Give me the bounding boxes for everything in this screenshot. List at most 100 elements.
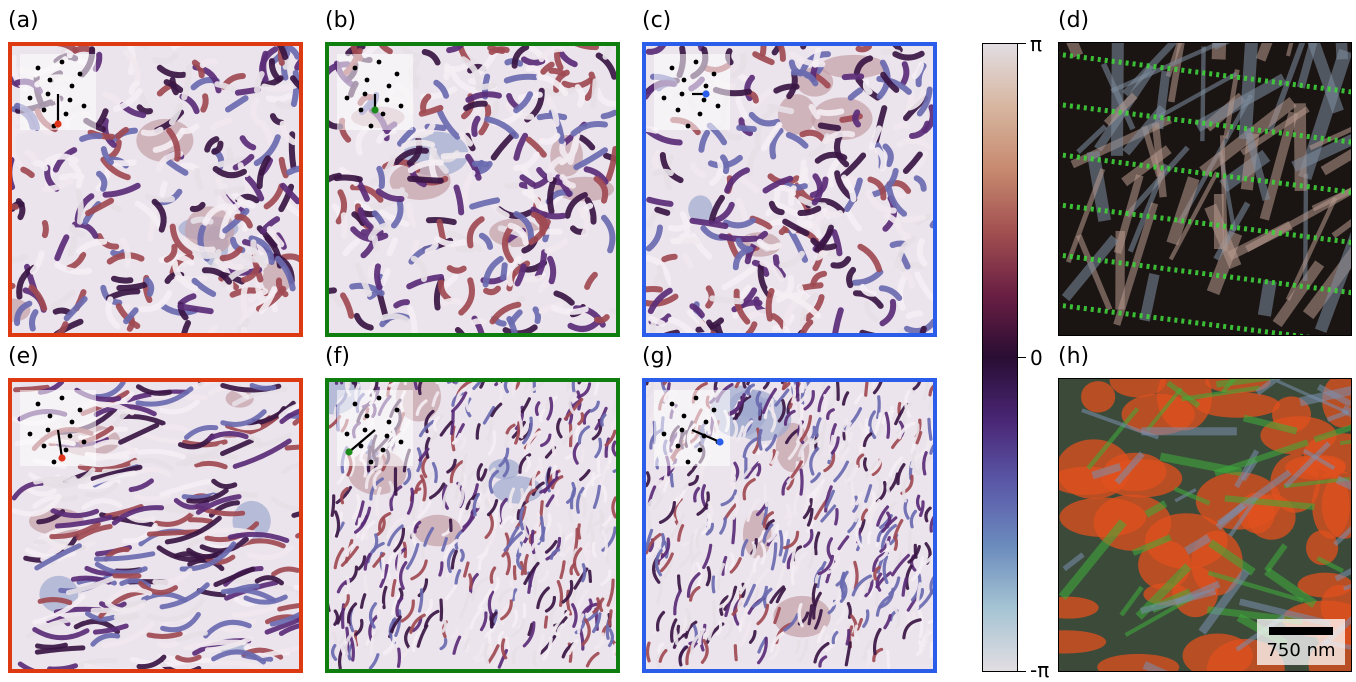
phase-map-e [8, 378, 303, 673]
lattice-dot [359, 108, 364, 113]
lattice-dot [42, 108, 47, 113]
lattice-dot [387, 84, 392, 89]
panel-label-b: (b) [325, 10, 356, 32]
lattice-dot [48, 414, 53, 419]
lattice-dot [694, 396, 699, 401]
panel-label-f: (f) [325, 346, 350, 368]
lattice-dot [395, 72, 400, 77]
colorbar-tick-mid [1018, 357, 1026, 358]
lattice-dot [686, 460, 691, 465]
lattice-dot [670, 66, 675, 71]
lattice-dot [662, 432, 667, 437]
lattice-dot [82, 440, 87, 445]
wavevector-line [58, 430, 62, 458]
lattice-dot [712, 408, 717, 413]
lattice-dot [712, 72, 717, 77]
panel-label-h: (h) [1058, 346, 1089, 368]
lattice-dot [363, 428, 368, 433]
panel-label-g: (g) [642, 346, 673, 368]
lattice-dot [670, 402, 675, 407]
lattice-dot [662, 96, 667, 101]
colorbar-tick-bottom [1018, 671, 1026, 672]
lattice-dot [365, 414, 370, 419]
lattice-dot [680, 92, 685, 97]
lattice-dot [387, 420, 392, 425]
phase-map-c [642, 42, 937, 337]
fft-inset [20, 54, 96, 130]
lattice-dot [704, 420, 709, 425]
lattice-dot [68, 434, 73, 439]
lattice-dot [70, 420, 75, 425]
wavevector-dot [54, 120, 61, 127]
wavevector-dot [58, 454, 65, 461]
lattice-dot [42, 444, 47, 449]
lattice-dot [395, 408, 400, 413]
colorbar-label-minus-pi: -π [1030, 660, 1049, 680]
lattice-dot [82, 104, 87, 109]
lattice-dot [377, 396, 382, 401]
lattice-dot [64, 112, 69, 117]
lattice-dot [68, 98, 73, 103]
lattice-dot [60, 60, 65, 65]
scale-bar: 750 nm [1257, 619, 1345, 665]
lattice-dot [345, 432, 350, 437]
phase-map-a [8, 42, 303, 337]
lattice-dot [365, 78, 370, 83]
lattice-dot [399, 104, 404, 109]
lattice-dot [48, 78, 53, 83]
panel-label-d: (d) [1058, 10, 1089, 32]
lattice-dot [399, 440, 404, 445]
phase-colorbar [982, 43, 1018, 672]
wavevector-line [349, 430, 375, 452]
lattice-dot [381, 448, 386, 453]
fft-inset [654, 390, 730, 466]
fft-inset [20, 390, 96, 466]
lattice-dot [353, 66, 358, 71]
lattice-dot [28, 432, 33, 437]
lattice-dot [78, 72, 83, 77]
panel-label-a: (a) [8, 10, 39, 32]
phase-map-b [325, 42, 620, 337]
lattice-dot [716, 104, 721, 109]
lattice-dot [676, 444, 681, 449]
lattice-dot [704, 84, 709, 89]
lattice-dot [698, 112, 703, 117]
lattice-dot [694, 60, 699, 65]
lattice-dot [680, 428, 685, 433]
wavevector-dot [702, 90, 709, 97]
lattice-dot [363, 92, 368, 97]
fft-inset [337, 390, 413, 466]
lattice-dot [369, 460, 374, 465]
fft-inset [337, 54, 413, 130]
lattice-dot [36, 402, 41, 407]
rgb-map-d [1058, 42, 1352, 336]
lattice-dot [70, 84, 75, 89]
scale-bar-label: 750 nm [1257, 640, 1345, 661]
lattice-dot [682, 78, 687, 83]
wavevector-dot [716, 438, 723, 445]
rgb-map-h: 750 nm [1058, 378, 1352, 672]
phase-map-f [325, 378, 620, 673]
lattice-dot [698, 448, 703, 453]
colorbar-label-zero: 0 [1030, 348, 1043, 368]
lattice-dot [78, 408, 83, 413]
scale-bar-line [1269, 627, 1333, 635]
wavevector-line [692, 430, 720, 442]
fft-inset [654, 54, 730, 130]
lattice-dot [36, 66, 41, 71]
lattice-dot [28, 96, 33, 101]
lattice-dot [702, 98, 707, 103]
colorbar-tick-top [1018, 43, 1026, 44]
lattice-dot [46, 428, 51, 433]
wavevector-dot [345, 448, 352, 455]
panel-label-e: (e) [8, 346, 39, 368]
colorbar-label-pi: π [1030, 34, 1042, 54]
panel-label-c: (c) [642, 10, 671, 32]
rgb-texture [1059, 43, 1351, 335]
lattice-dot [385, 98, 390, 103]
lattice-dot [385, 434, 390, 439]
lattice-dot [60, 396, 65, 401]
lattice-dot [64, 448, 69, 453]
lattice-dot [686, 124, 691, 129]
lattice-dot [676, 108, 681, 113]
